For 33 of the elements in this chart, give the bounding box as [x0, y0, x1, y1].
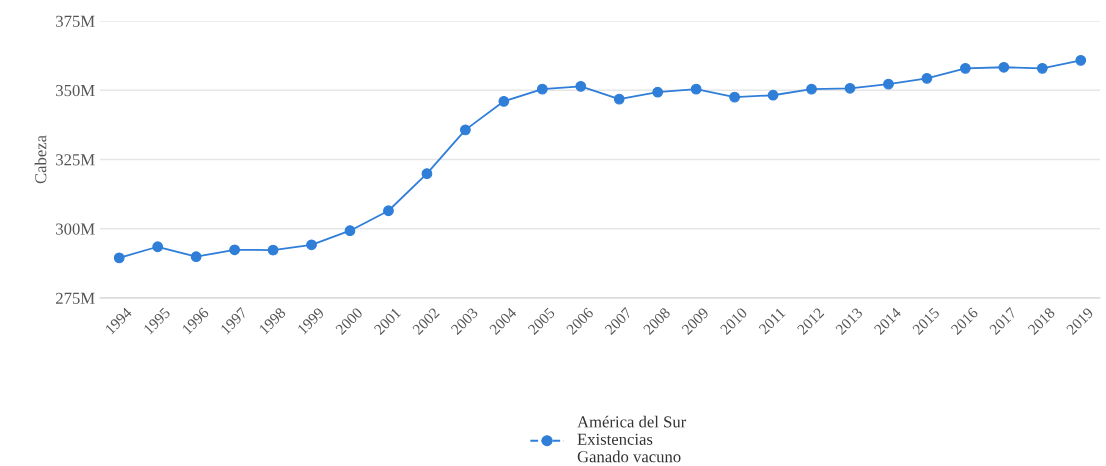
point — [498, 95, 510, 107]
point — [690, 83, 702, 95]
point — [190, 251, 202, 263]
point — [844, 82, 856, 94]
point — [960, 62, 971, 74]
point — [613, 93, 625, 105]
point — [113, 252, 125, 264]
point — [883, 78, 894, 90]
point — [344, 225, 356, 237]
point — [1075, 54, 1087, 66]
point — [767, 89, 779, 101]
point — [152, 241, 164, 253]
y-axis-title: Cabeza — [34, 135, 47, 184]
point — [1036, 62, 1048, 74]
y-tick-label: 275M — [56, 292, 95, 304]
point — [536, 83, 548, 95]
point — [460, 124, 471, 136]
point — [306, 239, 317, 251]
y-tick-label: 300M — [56, 223, 95, 235]
point — [267, 244, 279, 256]
point — [383, 205, 394, 217]
y-tick-label: 325M — [56, 154, 95, 166]
y-tick-label: 350M — [56, 84, 95, 97]
point — [652, 86, 664, 98]
point — [998, 61, 1010, 73]
point — [421, 168, 433, 180]
point — [729, 91, 740, 103]
point — [921, 72, 933, 84]
legend-label: América del Sur Existencias Ganado vacuno — [577, 415, 687, 463]
point — [806, 83, 817, 95]
point — [575, 80, 587, 92]
y-tick-label: 375M — [56, 15, 95, 27]
point — [229, 244, 240, 256]
